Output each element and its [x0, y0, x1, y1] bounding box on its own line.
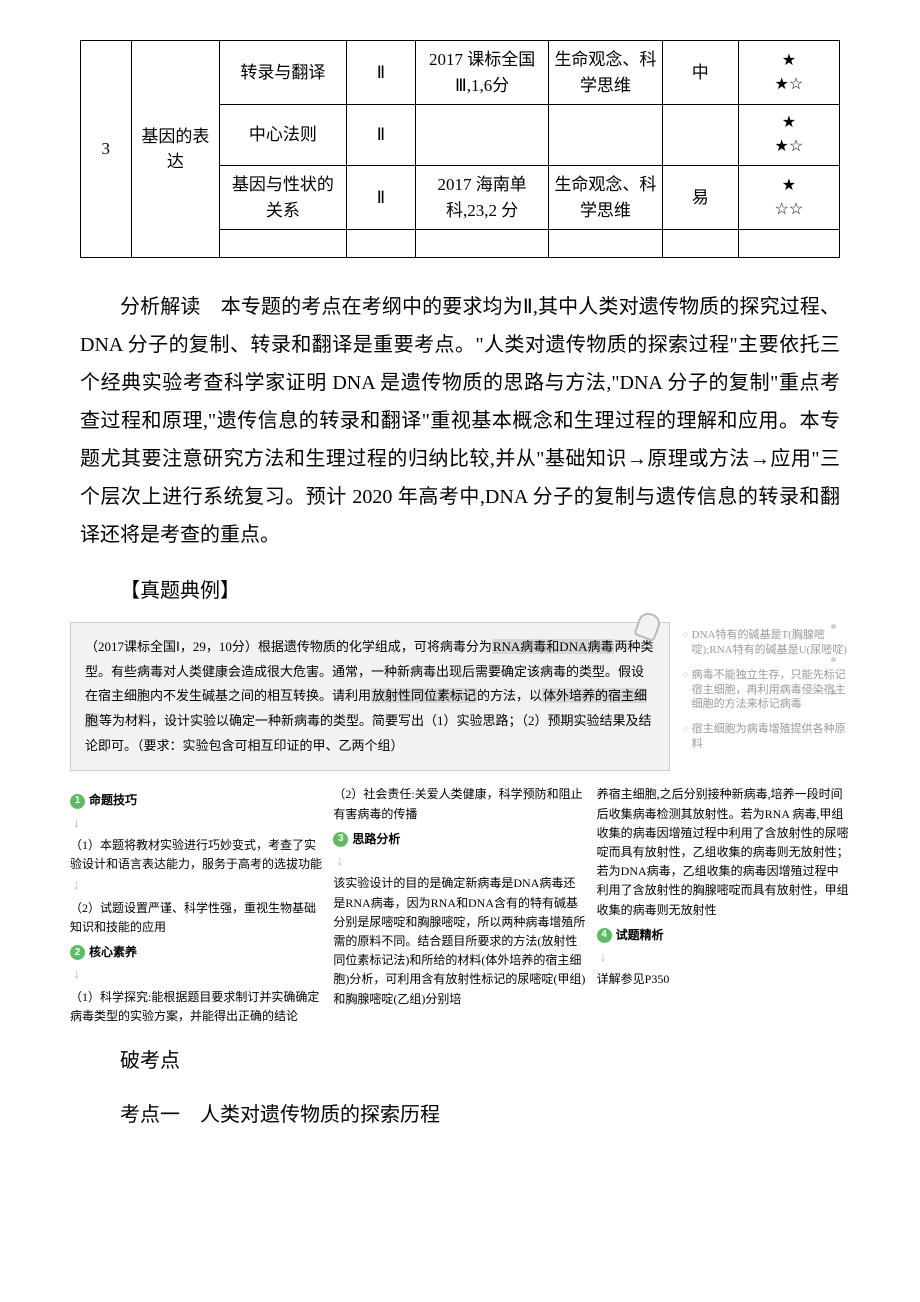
question-highlight: RNA病毒和DNA病毒: [492, 639, 615, 654]
question-source: （2017课标全国Ⅰ，29，10分）: [85, 639, 258, 654]
badge-icon: 3: [333, 832, 348, 847]
commentary-col: 1 命题技巧 ↓ （1）本题将教材实验进行巧妙变式，考查了实验设计和语言表达能力，…: [70, 785, 323, 1026]
arrow-down-icon: ↓: [73, 875, 323, 897]
difficulty: 易: [662, 166, 738, 230]
bullet-icon: ○: [682, 628, 689, 658]
row-index: 3: [81, 41, 132, 258]
clip-icon: [633, 610, 663, 642]
commentary-text: （1）本题将教材实验进行巧妙变式，考查了实验设计和语言表达能力，服务于高考的选拔…: [70, 836, 323, 874]
commentary-label: 试题精析: [616, 926, 664, 945]
arrow-down-icon: ↓: [73, 964, 323, 986]
empty-cell: [346, 230, 416, 258]
bullet-icon: ○: [682, 722, 689, 752]
margin-notes: ○DNA特有的碱基是T(胸腺嘧啶);RNA特有的碱基是U(尿嘧啶) ○病毒不能独…: [682, 628, 850, 762]
zhenti-heading: 【真题典例】: [80, 572, 840, 610]
commentary-text: （2）试题设置严谨、科学性强，重视生物基础知识和技能的应用: [70, 899, 323, 937]
question-highlight: 放射性同位素标记: [371, 688, 477, 703]
competency: 生命观念、科学思维: [549, 41, 663, 105]
table-row: 3 基因的表达 转录与翻译 Ⅱ 2017 课标全国Ⅲ,1,6分 生命观念、科学思…: [81, 41, 840, 105]
row-topic: 基因的表达: [131, 41, 220, 258]
difficulty: 中: [662, 41, 738, 105]
question-text: 等为材料，设计实验以确定一种新病毒的类型。简要写出（1）实验思路；（2）预期实验…: [85, 713, 652, 753]
commentary-col: 养宿主细胞,之后分别接种新病毒,培养一段时间后收集病毒检测其放射性。若为RNA …: [597, 785, 850, 1026]
question-text: 根据遗传物质的化学组成，可将病毒分为: [258, 639, 492, 654]
competency: 生命观念、科学思维: [549, 166, 663, 230]
stars: ★ ★☆: [738, 41, 839, 105]
empty-cell: [549, 230, 663, 258]
commentary-title: 4 试题精析: [597, 926, 850, 945]
example-box: （2017课标全国Ⅰ，29，10分）根据遗传物质的化学组成，可将病毒分为RNA病…: [70, 622, 850, 1026]
commentary: 1 命题技巧 ↓ （1）本题将教材实验进行巧妙变式，考查了实验设计和语言表达能力，…: [70, 785, 850, 1026]
commentary-title: 3 思路分析: [333, 830, 586, 849]
empty-cell: [662, 230, 738, 258]
empty-cell: [416, 230, 549, 258]
commentary-label: 核心素养: [89, 943, 137, 962]
note-text: 病毒不能独立生存，只能先标记宿主细胞，再利用病毒侵染宿主细胞的方法来标记病毒: [692, 668, 850, 713]
commentary-text: 养宿主细胞,之后分别接种新病毒,培养一段时间后收集病毒检测其放射性。若为RNA …: [597, 785, 850, 919]
commentary-col: （2）社会责任:关爱人类健康，科学预防和阻止有害病毒的传播 3 思路分析 ↓ 该实…: [333, 785, 586, 1026]
commentary-text: （1）科学探究:能根据题目要求制订并实确确定病毒类型的实验方案，并能得出正确的结…: [70, 988, 323, 1026]
level: Ⅱ: [346, 166, 416, 230]
stars: ★ ☆☆: [738, 166, 839, 230]
commentary-label: 命题技巧: [89, 791, 137, 810]
point-heading: 考点一 人类对遗传物质的探索历程: [80, 1096, 840, 1134]
note-text: DNA特有的碱基是T(胸腺嘧啶);RNA特有的碱基是U(尿嘧啶): [692, 628, 850, 658]
exam-ref: [416, 105, 549, 166]
break-heading: 破考点: [80, 1042, 840, 1080]
commentary-title: 2 核心素养: [70, 943, 323, 962]
badge-icon: 4: [597, 928, 612, 943]
stars: ★ ★☆: [738, 105, 839, 166]
commentary-title: 1 命题技巧: [70, 791, 323, 810]
commentary-text: （2）社会责任:关爱人类健康，科学预防和阻止有害病毒的传播: [333, 785, 586, 823]
margin-note: ○DNA特有的碱基是T(胸腺嘧啶);RNA特有的碱基是U(尿嘧啶): [682, 628, 850, 658]
exam-ref: 2017 海南单科,23,2 分: [416, 166, 549, 230]
empty-cell: [738, 230, 839, 258]
competency: [549, 105, 663, 166]
syllabus-table: 3 基因的表达 转录与翻译 Ⅱ 2017 课标全国Ⅲ,1,6分 生命观念、科学思…: [80, 40, 840, 258]
sub-topic: 中心法则: [220, 105, 347, 166]
exam-ref: 2017 课标全国Ⅲ,1,6分: [416, 41, 549, 105]
commentary-text: 该实验设计的目的是确定新病毒是DNA病毒还是RNA病毒，因为RNA和DNA含有的…: [333, 874, 586, 1008]
question-text: 的方法，以: [477, 688, 542, 703]
badge-icon: 1: [70, 794, 85, 809]
badge-icon: 2: [70, 945, 85, 960]
arrow-down-icon: ↓: [600, 947, 850, 969]
sub-topic: 基因与性状的关系: [220, 166, 347, 230]
commentary-label: 思路分析: [352, 830, 400, 849]
arrow-down-icon: ↓: [73, 813, 323, 835]
bullet-icon: ○: [682, 668, 689, 713]
note-text: 宿主细胞为病毒增殖提供各种原料: [692, 722, 850, 752]
empty-cell: [220, 230, 347, 258]
level: Ⅱ: [346, 41, 416, 105]
commentary-text: 详解参见P350: [597, 970, 850, 989]
margin-note: ○宿主细胞为病毒增殖提供各种原料: [682, 722, 850, 752]
difficulty: [662, 105, 738, 166]
question-panel: （2017课标全国Ⅰ，29，10分）根据遗传物质的化学组成，可将病毒分为RNA病…: [70, 622, 670, 771]
sub-topic: 转录与翻译: [220, 41, 347, 105]
margin-note: ○病毒不能独立生存，只能先标记宿主细胞，再利用病毒侵染宿主细胞的方法来标记病毒: [682, 668, 850, 713]
level: Ⅱ: [346, 105, 416, 166]
analysis-paragraph: 分析解读 本专题的考点在考纲中的要求均为Ⅱ,其中人类对遗传物质的探究过程、DNA…: [80, 288, 840, 554]
arrow-down-icon: ↓: [336, 851, 586, 873]
